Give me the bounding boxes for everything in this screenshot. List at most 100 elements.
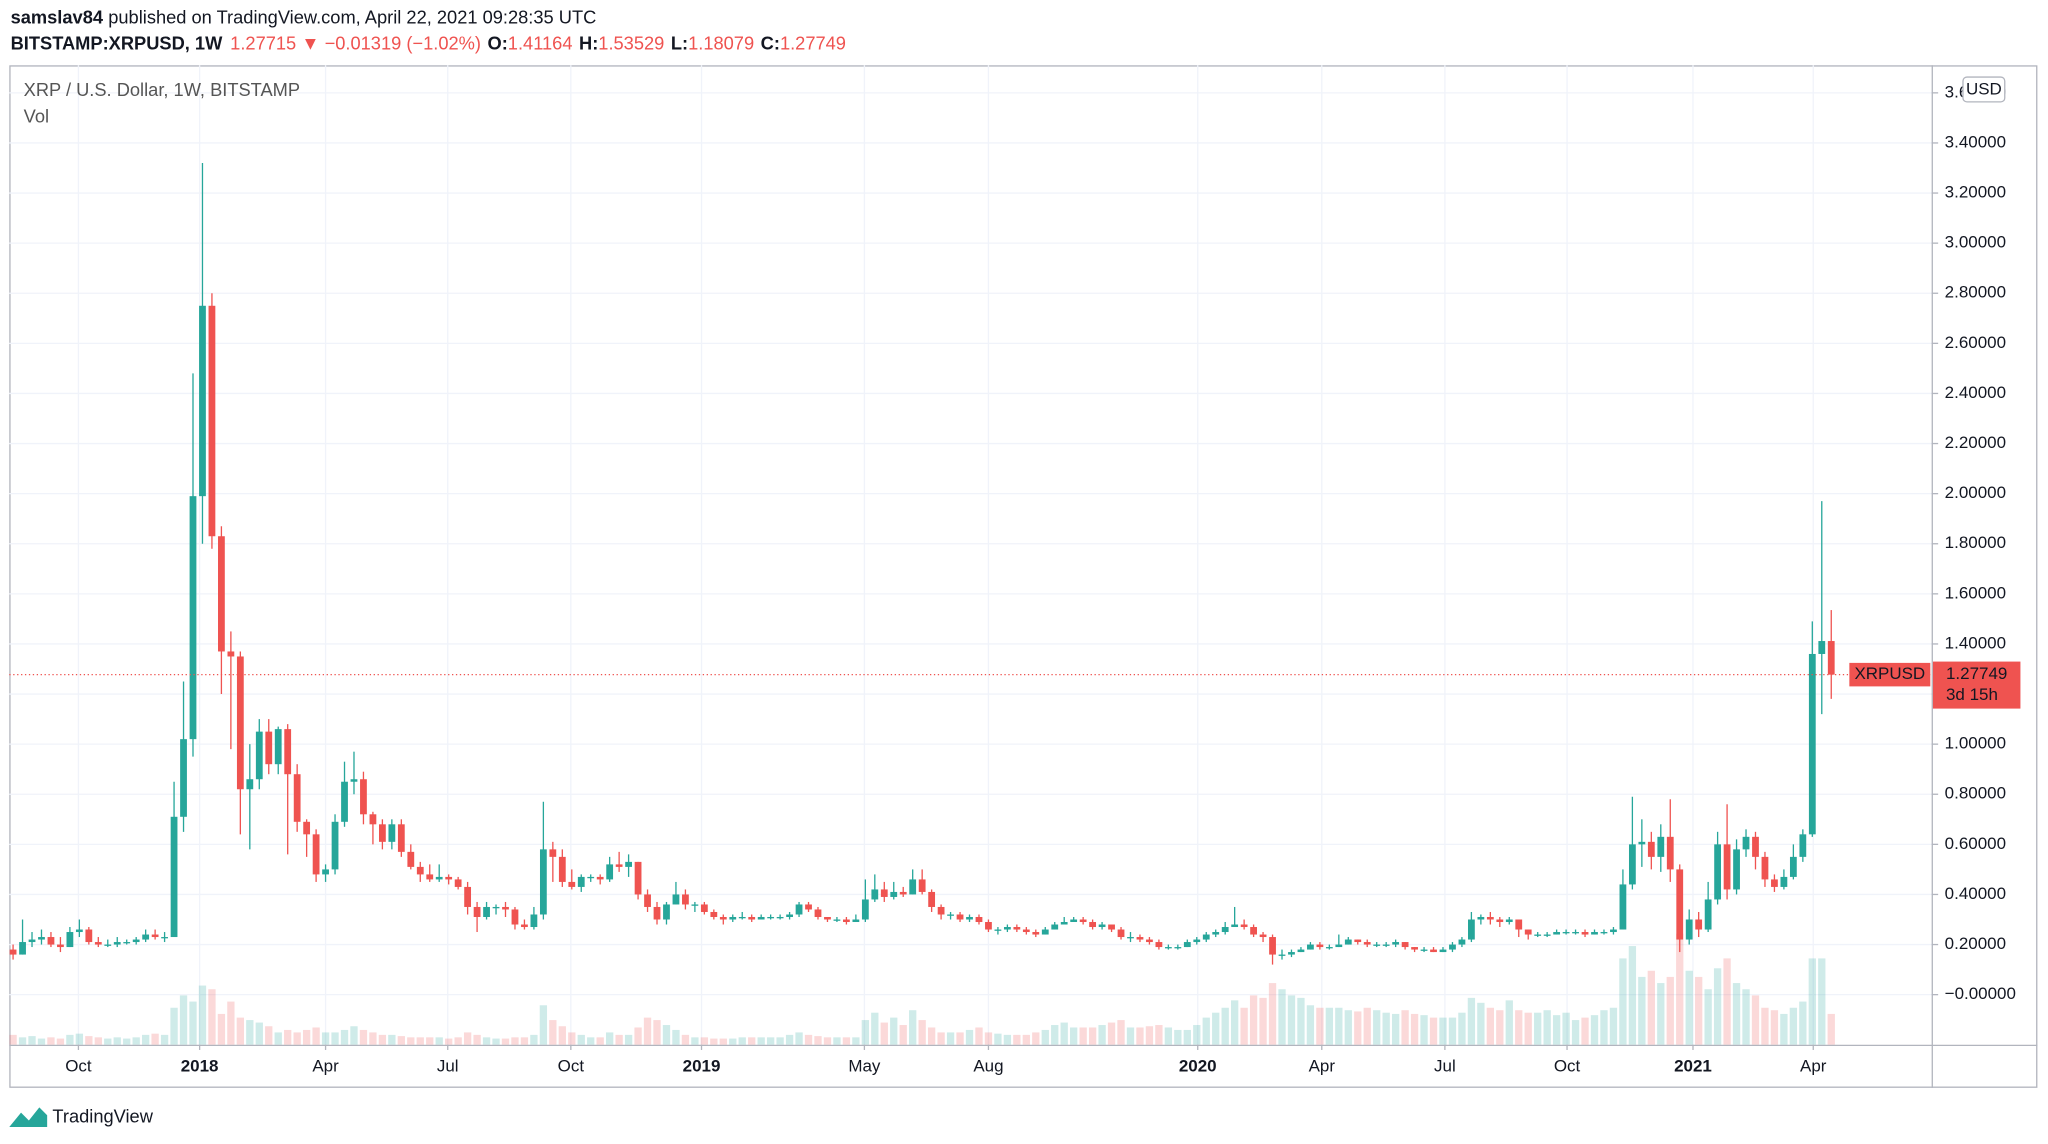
logo	[9, 1107, 48, 1128]
volume-bar	[549, 1020, 557, 1045]
candle-body	[1439, 949, 1447, 953]
candle-body	[1316, 944, 1324, 948]
currency[interactable]: USD	[1966, 80, 2002, 99]
volume-bar	[577, 1034, 585, 1045]
volume-bar	[795, 1032, 803, 1045]
volume-bar	[1496, 1010, 1504, 1045]
candle-body	[1022, 929, 1030, 933]
volume-bar	[340, 1029, 349, 1045]
candle-body	[1657, 836, 1665, 857]
volume-bar	[1571, 1020, 1580, 1045]
volume-bar	[492, 1038, 500, 1045]
volume-bar	[899, 1025, 907, 1045]
candle-body	[85, 929, 93, 943]
candle-body	[615, 864, 623, 867]
volume-bar	[1713, 968, 1722, 1045]
volume-bar	[104, 1038, 112, 1045]
candle-body	[1108, 924, 1115, 930]
y-tick-label: 0.40000	[1945, 884, 2006, 903]
y-tick-label: 1.00000	[1945, 734, 2006, 753]
volume-bar	[416, 1037, 424, 1045]
candle-body	[1827, 641, 1835, 675]
candle-body	[1344, 939, 1352, 945]
volume-bar	[321, 1032, 330, 1045]
candle-body	[189, 496, 197, 740]
volume-bar	[785, 1034, 794, 1045]
volume-bar	[1515, 1010, 1523, 1045]
y-tick-label: 2.20000	[1945, 433, 2006, 452]
candle-body	[132, 939, 140, 943]
candle-body	[104, 944, 112, 946]
volume-bar	[1344, 1010, 1352, 1045]
candle-body	[833, 919, 841, 921]
volume-bar	[814, 1036, 822, 1045]
volume-bar	[9, 1034, 17, 1045]
candle-body	[1524, 929, 1532, 935]
candle-body	[1543, 934, 1551, 936]
candle-body	[691, 904, 699, 906]
volume-bar	[1732, 983, 1741, 1045]
volume-bar	[37, 1038, 46, 1045]
candle-body	[918, 879, 926, 892]
candle-body	[1250, 927, 1257, 935]
candle-body	[1155, 942, 1163, 948]
volume-bar	[1079, 1027, 1087, 1045]
volume-bar	[1770, 1010, 1779, 1045]
candle-body	[445, 876, 453, 880]
candle-body	[303, 821, 311, 835]
candle-body	[1572, 932, 1579, 934]
ohlc-value: 1.41164	[508, 32, 573, 53]
volume-bar	[634, 1027, 642, 1045]
volume-bar	[312, 1027, 320, 1045]
volume-bar	[1070, 1027, 1078, 1045]
currency-badge[interactable]	[1962, 76, 2006, 103]
candle-body	[757, 916, 765, 920]
published: published on TradingView.com, April 22, …	[108, 6, 596, 27]
volume-bar	[1600, 1010, 1608, 1045]
candle-body	[625, 861, 632, 867]
volume-bar	[776, 1037, 784, 1045]
candle-body	[66, 932, 74, 948]
candle-body	[985, 922, 992, 930]
candle-body	[227, 651, 235, 657]
candle-body	[568, 881, 576, 887]
candle-body	[861, 899, 869, 920]
volume-bar	[1278, 989, 1286, 1045]
volume-bar	[56, 1038, 65, 1045]
volume-bar	[501, 1038, 510, 1045]
candle-body	[577, 876, 585, 887]
volume-bar	[1136, 1027, 1144, 1045]
candle-body	[19, 942, 26, 955]
x-tick-label: Aug	[973, 1056, 1003, 1075]
candle-body	[199, 305, 206, 497]
price-tag	[1932, 661, 2021, 709]
candle-body	[1534, 934, 1542, 936]
y-tick-label: 3.40000	[1945, 132, 2006, 151]
volume-bar	[804, 1034, 813, 1045]
candle-body	[1486, 916, 1494, 920]
candle-body	[975, 916, 983, 923]
candle-body	[1041, 929, 1049, 935]
candle-body	[360, 779, 367, 815]
volume-bar	[1581, 1017, 1589, 1045]
volume-bar	[123, 1038, 131, 1045]
candle-body	[1553, 932, 1561, 935]
volume-bar	[1051, 1025, 1059, 1045]
candle-body	[1818, 641, 1826, 654]
candle-body	[1136, 937, 1144, 940]
volume-bar	[871, 1012, 879, 1045]
volume-bar	[75, 1033, 84, 1045]
volume-bar	[1022, 1034, 1030, 1045]
volume-bar	[435, 1037, 443, 1045]
candle-body	[293, 774, 301, 822]
chart-frame	[9, 65, 2038, 1088]
x-tick-label: 2021	[1674, 1056, 1712, 1075]
candle-body	[994, 929, 1002, 931]
candle-body	[1458, 939, 1466, 945]
volume-bar	[1429, 1017, 1438, 1045]
candle-body	[511, 909, 519, 925]
volume-bar	[1676, 933, 1684, 1045]
symbol: BITSTAMP:XRPUSD, 1W	[11, 32, 224, 53]
candle-body	[1761, 856, 1769, 880]
volume-bar	[643, 1017, 652, 1045]
